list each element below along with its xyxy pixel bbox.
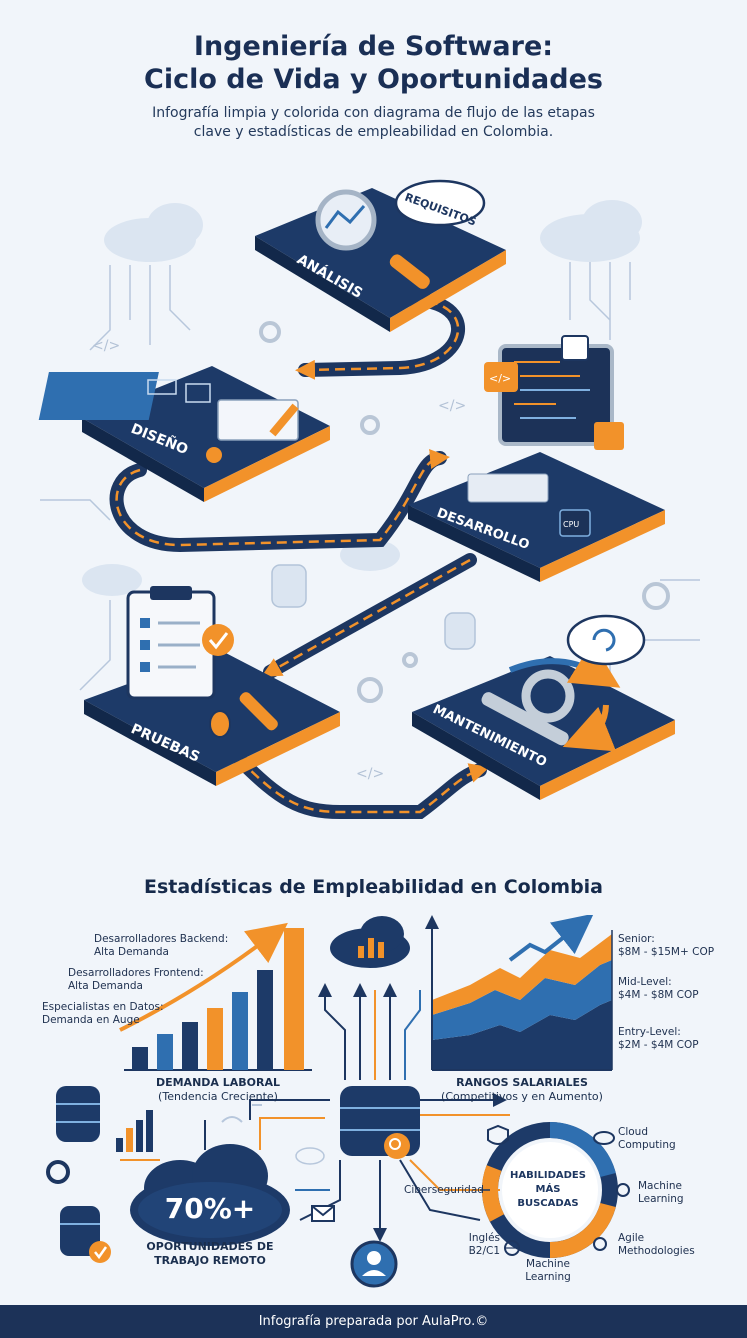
database-check-icon (60, 1206, 111, 1263)
stage-mantenimiento: MANTENIMIENTO (412, 614, 675, 800)
monitor-icon (498, 344, 614, 446)
shield-icon (487, 1124, 509, 1145)
cloud-icon (394, 179, 486, 227)
svg-text:</>: </> (92, 338, 120, 354)
title-line-2: Ciclo de Vida y Oportunidades (144, 64, 603, 95)
cpu-label: CPU (563, 520, 579, 529)
check-icon (202, 624, 234, 656)
demand-bar (182, 1022, 198, 1070)
chip-icon (594, 422, 624, 450)
bug-icon (209, 710, 231, 738)
demand-bar (257, 970, 273, 1070)
remote-caption: OPORTUNIDADES DE TRABAJO REMOTO (146, 1240, 274, 1267)
bar-chart-icon (116, 1110, 153, 1152)
demand-bar (232, 992, 248, 1070)
database-icon (271, 564, 476, 650)
label-datos: Especialistas en Datos: Demanda en Auge (42, 1001, 164, 1026)
skills-center-line-1: HABILIDADES (510, 1170, 586, 1181)
salary-trend-arrow (508, 915, 594, 962)
demand-bar (157, 1034, 173, 1070)
refresh-icon (593, 1237, 607, 1251)
stats-title: Estadísticas de Empleabilidad en Colombi… (143, 876, 603, 898)
label-frontend: Desarrolladores Frontend: Alta Demanda (68, 967, 204, 992)
network-cloud-icon (295, 1147, 325, 1165)
gear-icon (521, 669, 575, 723)
demand-bar (207, 1008, 223, 1070)
skill-machine-learning: Machine Learning (638, 1180, 684, 1205)
senior-area (432, 934, 612, 1015)
demand-bar (284, 928, 304, 1070)
blueprint-icon (38, 372, 159, 420)
svg-text:</>: </> (438, 398, 466, 414)
demand-caption: DEMANDA LABORAL (Tendencia Creciente) (155, 1076, 281, 1103)
label-senior: Senior: $8M - $15M+ COP (618, 933, 715, 958)
database-icon (340, 1086, 420, 1159)
cloud-sync-icon (566, 614, 646, 666)
code-bubble-icon (561, 335, 589, 361)
stats-graphics: 70%+ HABILIDADES MÁS BUSCADAS (46, 915, 630, 1288)
salary-caption: RANGOS SALARIALES (Competitivos y en Aum… (441, 1076, 603, 1103)
skill-ciberseguridad: Ciberseguridad (404, 1184, 484, 1196)
stage-analisis: REQUISITOS ANÁLISIS (255, 179, 506, 332)
database-icon (56, 1086, 100, 1142)
label-mid-level: Mid-Level: $4M - $8M COP (618, 976, 699, 1001)
page-title: Ingeniería de Software: Ciclo de Vida y … (0, 30, 747, 96)
trend-arrow (119, 922, 288, 1032)
demand-bar (132, 1047, 148, 1070)
salary-chart (425, 915, 613, 1071)
skill-agile: Agile Methodologies (618, 1232, 695, 1257)
mid-area (432, 960, 612, 1040)
remote-percent: 70%+ (165, 1192, 255, 1225)
title-line-1: Ingeniería de Software: (193, 31, 554, 62)
gear-icon (259, 321, 670, 703)
footer: Infografía preparada por AulaPro.© (0, 1305, 747, 1338)
entry-area (432, 1000, 612, 1070)
hammer-icon (239, 692, 278, 731)
svg-text:</>: </> (356, 766, 384, 782)
gear-icon (206, 447, 222, 463)
remote-cloud (130, 1144, 290, 1246)
demand-chart (119, 922, 312, 1071)
page-subtitle: Infografía limpia y colorida con diagram… (0, 104, 747, 142)
label-entry-level: Entry-Level: $2M - $4M COP (618, 1026, 699, 1051)
code-window-icon (484, 362, 518, 392)
code-tag-icons: </> </> </> (92, 338, 466, 782)
cloud-chart-icon (330, 916, 410, 968)
stage-pruebas: PRUEBAS (84, 586, 340, 786)
stage-diseno: DISEÑO (38, 366, 330, 502)
skills-center-line-3: BUSCADAS (517, 1198, 578, 1209)
cloud-icon (82, 200, 642, 596)
skill-cloud-computing: Cloud Computing (618, 1126, 676, 1151)
subtitle-line-2: clave y estadísticas de empleabilidad en… (193, 124, 554, 140)
skill-machine-learning-bottom: Machine Learning (525, 1258, 571, 1283)
wifi-icon (221, 1116, 243, 1123)
brain-icon (616, 1183, 630, 1197)
skill-ingles: Inglés B2/C1 (468, 1232, 500, 1257)
skills-center-line-2: MÁS (536, 1182, 561, 1195)
keyboard-icon (467, 473, 549, 503)
gear-icon (46, 1160, 70, 1184)
stage-desarrollo: </> CPU DESARROLLO (408, 335, 665, 582)
wrench-icon (481, 692, 569, 746)
cloud-icon (593, 1131, 615, 1145)
label-backend: Desarrolladores Backend: Alta Demanda (94, 933, 229, 958)
lifecycle-diagram: </> </> </> REQUISITOS ANÁLISIS DISEÑO (38, 179, 700, 819)
svg-text:</>: </> (489, 372, 511, 385)
subtitle-line-1: Infografía limpia y colorida con diagram… (152, 105, 595, 121)
